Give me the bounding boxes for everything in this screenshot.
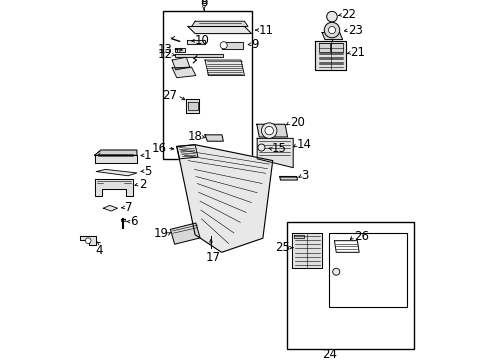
Text: 6: 6 [130,215,137,228]
Bar [286,222,413,349]
Circle shape [261,123,276,138]
Polygon shape [322,32,342,40]
Text: 5: 5 [143,165,151,178]
Text: 10: 10 [195,34,209,47]
Polygon shape [188,102,197,110]
Text: 17: 17 [205,251,220,264]
Polygon shape [204,135,223,141]
Circle shape [257,144,264,151]
Circle shape [264,126,273,135]
Polygon shape [81,236,96,245]
Text: 3: 3 [301,169,308,182]
Polygon shape [257,138,293,168]
Text: 11: 11 [258,23,273,37]
Text: 7: 7 [124,201,132,214]
Bar [328,233,406,307]
Text: 4: 4 [95,243,102,257]
Polygon shape [314,41,346,70]
Polygon shape [94,150,137,155]
Polygon shape [330,43,343,52]
Polygon shape [94,179,133,196]
Text: 20: 20 [289,116,304,129]
Text: 12: 12 [157,48,172,61]
Text: 14: 14 [296,138,311,151]
Circle shape [328,27,335,33]
Polygon shape [204,60,244,76]
Polygon shape [172,57,189,70]
Text: 19: 19 [153,227,168,240]
Polygon shape [256,124,287,137]
Text: 13: 13 [157,43,172,56]
Polygon shape [121,219,124,221]
Text: 18: 18 [187,130,202,143]
Circle shape [324,22,339,38]
Polygon shape [279,176,297,180]
Text: 27: 27 [162,89,177,102]
Text: 2: 2 [139,178,146,191]
Polygon shape [96,170,137,176]
Text: 8: 8 [200,0,207,7]
Text: 24: 24 [321,348,336,360]
Polygon shape [186,40,204,44]
Polygon shape [334,241,358,252]
Polygon shape [318,43,329,52]
Circle shape [326,12,337,22]
Text: 9: 9 [251,38,259,51]
Polygon shape [191,21,247,27]
Text: 16: 16 [152,142,166,155]
Text: 25: 25 [275,241,290,254]
Text: 23: 23 [348,23,363,37]
Text: 15: 15 [271,143,286,156]
Circle shape [220,42,227,49]
Polygon shape [186,99,199,113]
Polygon shape [175,48,185,52]
Text: 21: 21 [349,46,364,59]
Polygon shape [94,155,137,163]
Circle shape [85,238,91,243]
Polygon shape [188,27,251,33]
Text: 22: 22 [341,8,356,21]
Polygon shape [172,67,195,78]
Polygon shape [291,233,322,268]
Polygon shape [176,145,272,252]
Polygon shape [293,235,304,238]
Text: 1: 1 [143,149,151,162]
Text: 8: 8 [200,0,207,9]
Text: 26: 26 [353,230,368,243]
Polygon shape [175,54,223,57]
Polygon shape [103,206,117,211]
Polygon shape [176,145,198,159]
Bar [163,11,251,159]
Circle shape [332,268,339,275]
Polygon shape [222,42,243,49]
Polygon shape [170,223,200,244]
